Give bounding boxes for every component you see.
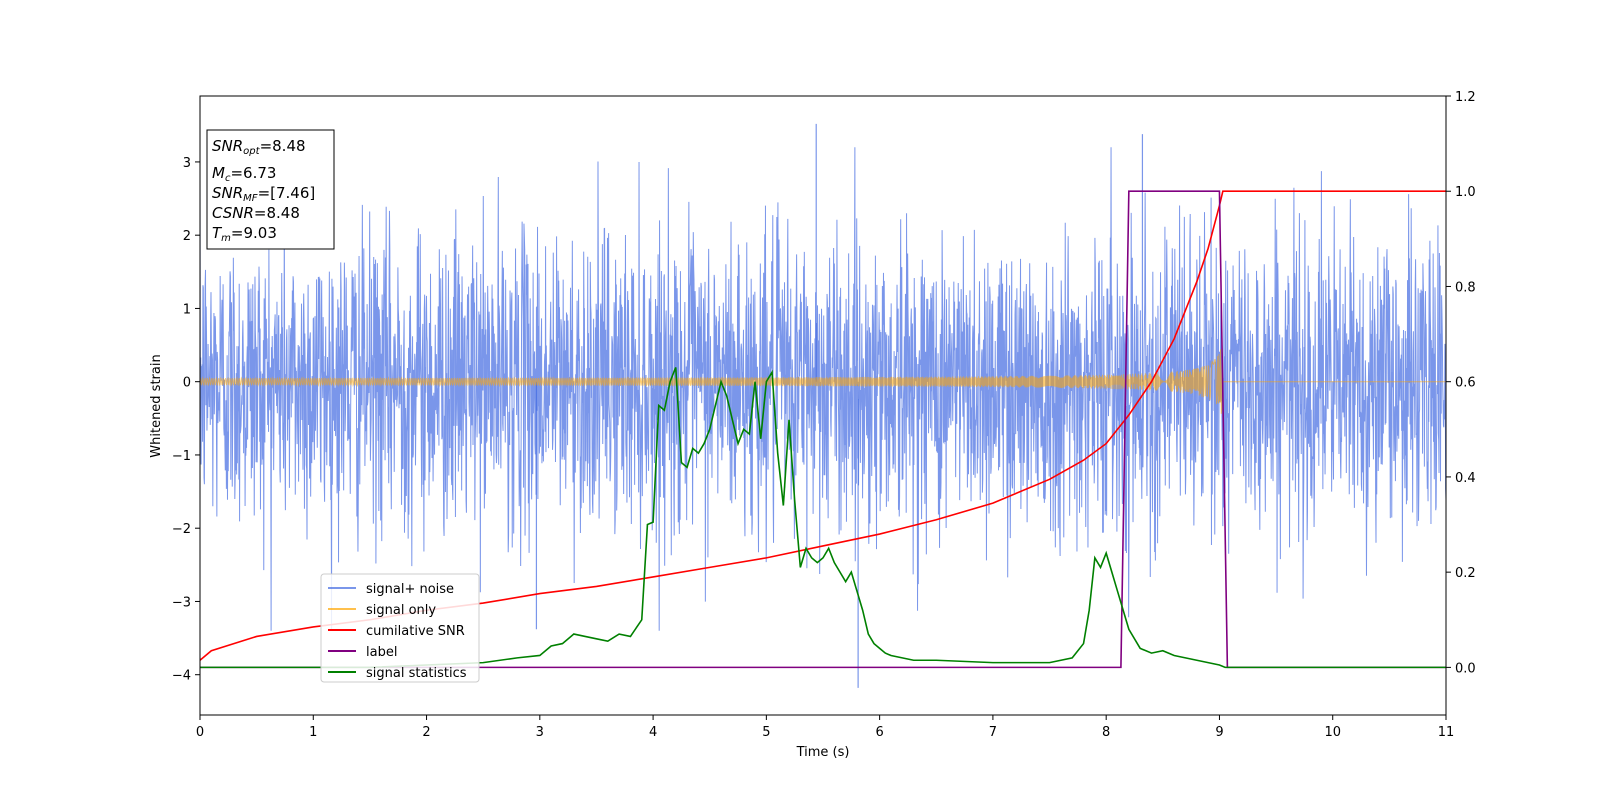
x-tick-label: 5 [762, 725, 770, 740]
legend-label: label [366, 645, 397, 660]
annotation-snr-mf: SNRMF=[7.46] [212, 184, 315, 204]
legend: signal+ noise signal only cumilative SNR la… [320, 573, 480, 683]
annotation-frame [206, 129, 335, 250]
y-tick-label: −2 [172, 522, 191, 537]
y2-tick-label: 0.6 [1455, 376, 1476, 391]
x-tick-label: 3 [536, 725, 544, 740]
plot-frame [199, 95, 1447, 716]
y-tick-label: 0 [183, 376, 191, 391]
x-tick-label: 9 [1215, 725, 1223, 740]
y-tick-label: −1 [172, 449, 191, 464]
series-signal-statistics [200, 367, 1446, 669]
y-tick-label: −4 [172, 669, 191, 684]
signal-statistics-line [200, 367, 1446, 669]
legend-frame [320, 573, 480, 683]
y2-tick-label: 1.2 [1455, 90, 1476, 105]
signal-noise-line [199, 147, 1447, 631]
legend-label: cumilative SNR [366, 624, 465, 639]
x-axis-label: Time (s) [796, 745, 850, 760]
annotation-box: SNRopt=8.48 Mc=6.73 SNRMF=[7.46] CSNR=8.… [206, 129, 335, 250]
x-axis-ticks: 0 1 2 3 4 5 6 7 8 9 10 11 [196, 715, 1454, 740]
x-tick-label: 0 [196, 725, 204, 740]
signal-only-line [199, 345, 1446, 414]
y2-tick-label: 1.0 [1455, 185, 1476, 200]
y2-axis-ticks: 0.0 0.2 0.4 0.6 0.8 1.0 1.2 [1446, 90, 1476, 676]
legend-label: signal+ noise [366, 582, 454, 597]
series-signal-noise [199, 123, 1447, 688]
x-tick-label: 1 [309, 725, 317, 740]
x-tick-label: 7 [989, 725, 997, 740]
legend-label: signal statistics [366, 666, 467, 681]
annotation-csnr: CSNR=8.48 [212, 204, 300, 222]
legend-label: signal only [366, 603, 436, 618]
annotation-tm: Tm=9.03 [212, 224, 277, 244]
y2-tick-label: 0.4 [1455, 471, 1476, 486]
y-axis-ticks: −4 −3 −2 −1 0 1 2 3 [172, 156, 200, 684]
x-tick-label: 8 [1102, 725, 1110, 740]
y-tick-label: 2 [183, 229, 191, 244]
y-tick-label: 1 [183, 302, 191, 317]
y-tick-label: 3 [183, 156, 191, 171]
series-signal-only [199, 345, 1446, 414]
y-axis-label: Whitened strain [149, 354, 164, 457]
y2-tick-label: 0.8 [1455, 280, 1476, 295]
x-tick-label: 2 [422, 725, 430, 740]
y2-tick-label: 0.0 [1455, 661, 1476, 676]
y-tick-label: −3 [172, 595, 191, 610]
x-tick-label: 6 [875, 725, 883, 740]
x-tick-label: 11 [1438, 725, 1455, 740]
annotation-mc: Mc=6.73 [212, 164, 276, 184]
x-tick-label: 4 [649, 725, 657, 740]
annotation-snr-opt: SNRopt=8.48 [212, 137, 306, 157]
x-tick-label: 10 [1324, 725, 1341, 740]
y2-tick-label: 0.2 [1455, 566, 1476, 581]
